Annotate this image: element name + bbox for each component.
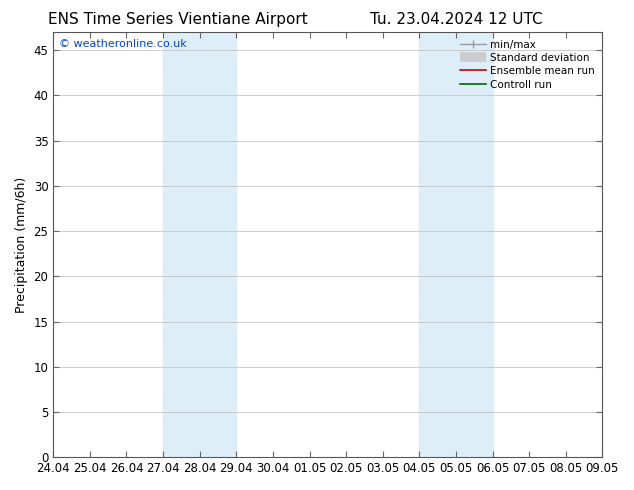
- Legend: min/max, Standard deviation, Ensemble mean run, Controll run: min/max, Standard deviation, Ensemble me…: [458, 37, 597, 92]
- Text: ENS Time Series Vientiane Airport: ENS Time Series Vientiane Airport: [48, 12, 307, 27]
- Y-axis label: Precipitation (mm/6h): Precipitation (mm/6h): [15, 176, 28, 313]
- Text: Tu. 23.04.2024 12 UTC: Tu. 23.04.2024 12 UTC: [370, 12, 543, 27]
- Bar: [163, 32, 236, 457]
- Text: © weatheronline.co.uk: © weatheronline.co.uk: [59, 39, 186, 49]
- Bar: [419, 32, 493, 457]
